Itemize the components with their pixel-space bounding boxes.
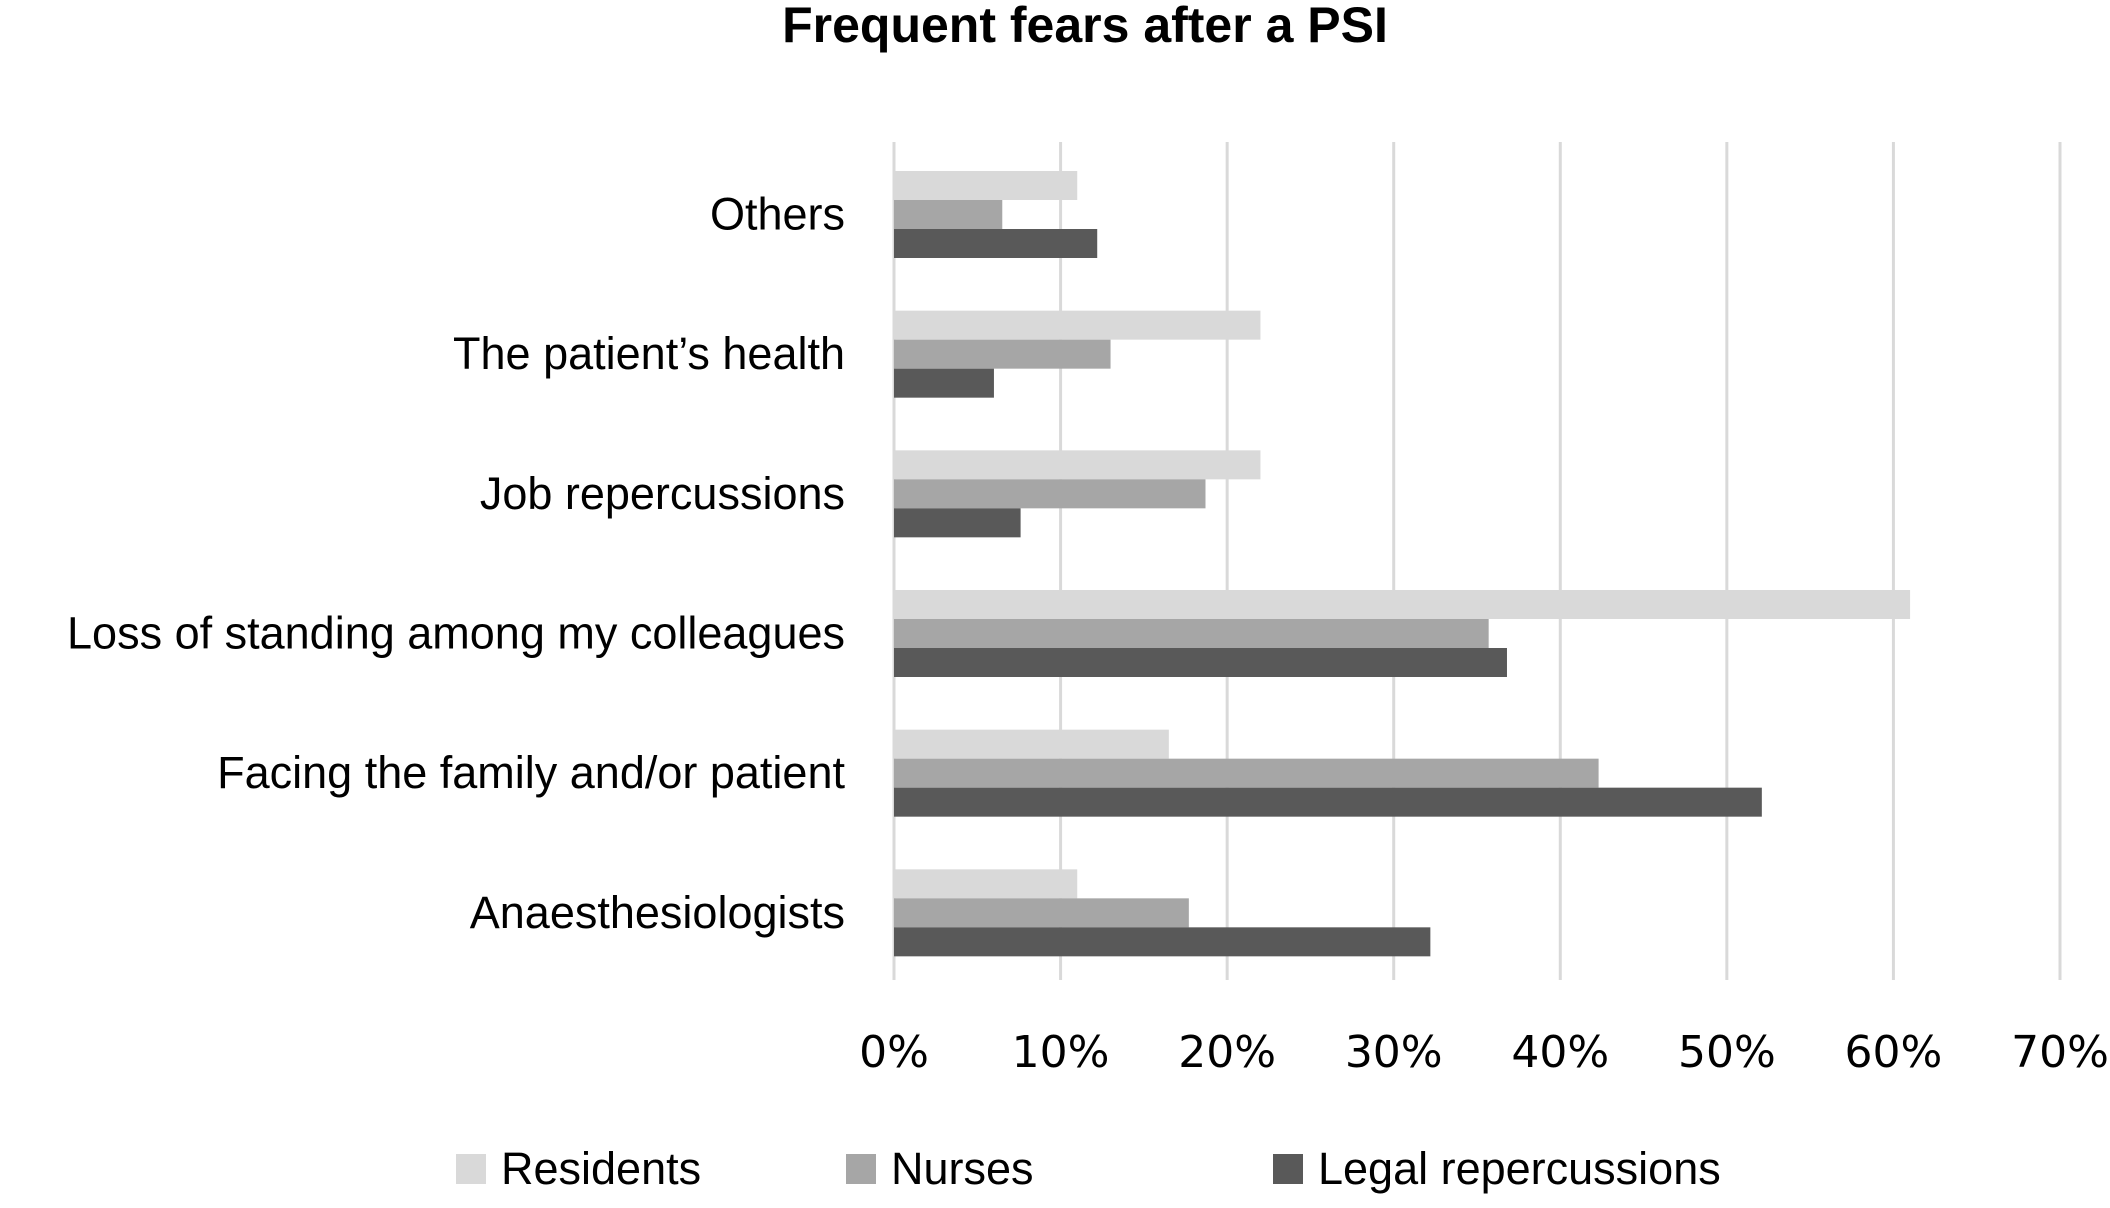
- x-tick-label: 10%: [1012, 1027, 1110, 1078]
- category-label: Others: [710, 189, 845, 240]
- x-tick-label: 50%: [1678, 1027, 1776, 1078]
- legend-label: Residents: [501, 1143, 701, 1194]
- bar: [894, 310, 1261, 340]
- category-label: Loss of standing among my colleagues: [67, 608, 845, 659]
- bar: [894, 898, 1189, 928]
- bar: [894, 339, 1111, 369]
- legend: Residents Nurses Legal repercussions: [456, 1143, 1721, 1194]
- bar: [894, 229, 1098, 258]
- x-tick-label: 0%: [859, 1027, 929, 1078]
- category-label: Facing the family and/or patient: [217, 747, 845, 798]
- gridlines: [892, 142, 2062, 980]
- legend-label: Nurses: [891, 1143, 1034, 1194]
- bar: [894, 648, 1507, 677]
- bar: [894, 590, 1911, 619]
- bar: [894, 758, 1599, 788]
- x-tick-label: 30%: [1345, 1027, 1443, 1078]
- bar: [894, 450, 1261, 480]
- chart-title: Frequent fears after a PSI: [782, 0, 1388, 53]
- bar: [894, 927, 1431, 957]
- legend-swatch: [846, 1154, 876, 1184]
- x-tick-label: 40%: [1511, 1027, 1609, 1078]
- x-tick-label: 20%: [1178, 1027, 1276, 1078]
- bar: [894, 508, 1021, 538]
- legend-swatch: [456, 1154, 486, 1184]
- bar: [894, 368, 994, 398]
- category-label: Job repercussions: [480, 468, 845, 519]
- bar: [894, 200, 1003, 229]
- legend-swatch: [1273, 1154, 1303, 1184]
- x-tick-labels: 0% 10% 20% 30% 40% 50% 60% 70%: [859, 1027, 2109, 1078]
- bars: [894, 171, 1911, 957]
- bar: [894, 869, 1078, 899]
- bar: [894, 479, 1206, 509]
- category-labels: Others The patient’s health Job repercussi…: [67, 189, 845, 938]
- bar: [894, 171, 1078, 200]
- x-tick-label: 60%: [1845, 1027, 1943, 1078]
- bar: [894, 619, 1489, 648]
- x-tick-label: 70%: [2011, 1027, 2109, 1078]
- category-label: Anaesthesiologists: [470, 887, 845, 938]
- legend-label: Legal repercussions: [1318, 1143, 1721, 1194]
- bar: [894, 787, 1762, 817]
- bar: [894, 729, 1169, 759]
- category-label: The patient’s health: [453, 328, 845, 379]
